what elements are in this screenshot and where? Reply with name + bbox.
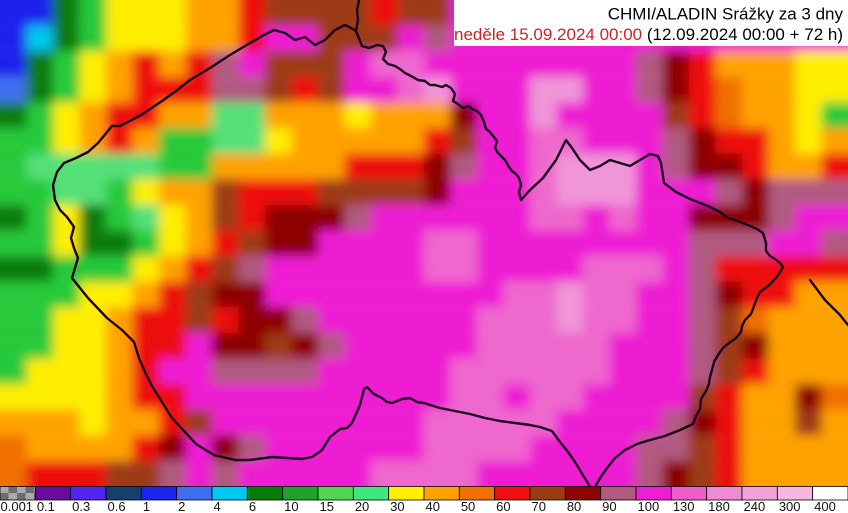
svg-text:30: 30 xyxy=(390,499,404,513)
svg-text:60: 60 xyxy=(496,499,510,513)
svg-text:1: 1 xyxy=(143,499,150,513)
svg-text:40: 40 xyxy=(426,499,440,513)
svg-text:240: 240 xyxy=(744,499,766,513)
svg-text:400: 400 xyxy=(814,499,836,513)
svg-text:130: 130 xyxy=(673,499,695,513)
svg-text:80: 80 xyxy=(567,499,581,513)
svg-text:2: 2 xyxy=(178,499,185,513)
svg-text:50: 50 xyxy=(461,499,475,513)
svg-text:90: 90 xyxy=(602,499,616,513)
svg-text:180: 180 xyxy=(708,499,730,513)
svg-text:0.1: 0.1 xyxy=(37,499,55,513)
svg-text:15: 15 xyxy=(320,499,334,513)
svg-text:6: 6 xyxy=(249,499,256,513)
svg-text:neděle 15.09.2024 00:00 (12.09: neděle 15.09.2024 00:00 (12.09.2024 00:0… xyxy=(454,25,843,44)
svg-text:0.3: 0.3 xyxy=(72,499,90,513)
svg-text:CHMI/ALADIN Srážky za 3 dny: CHMI/ALADIN Srážky za 3 dny xyxy=(608,5,844,24)
svg-text:20: 20 xyxy=(355,499,369,513)
svg-text:10: 10 xyxy=(284,499,298,513)
svg-text:70: 70 xyxy=(532,499,546,513)
svg-text:0.001: 0.001 xyxy=(1,499,34,513)
svg-text:100: 100 xyxy=(638,499,660,513)
svg-text:0.6: 0.6 xyxy=(108,499,126,513)
svg-text:300: 300 xyxy=(779,499,801,513)
svg-text:4: 4 xyxy=(214,499,221,513)
